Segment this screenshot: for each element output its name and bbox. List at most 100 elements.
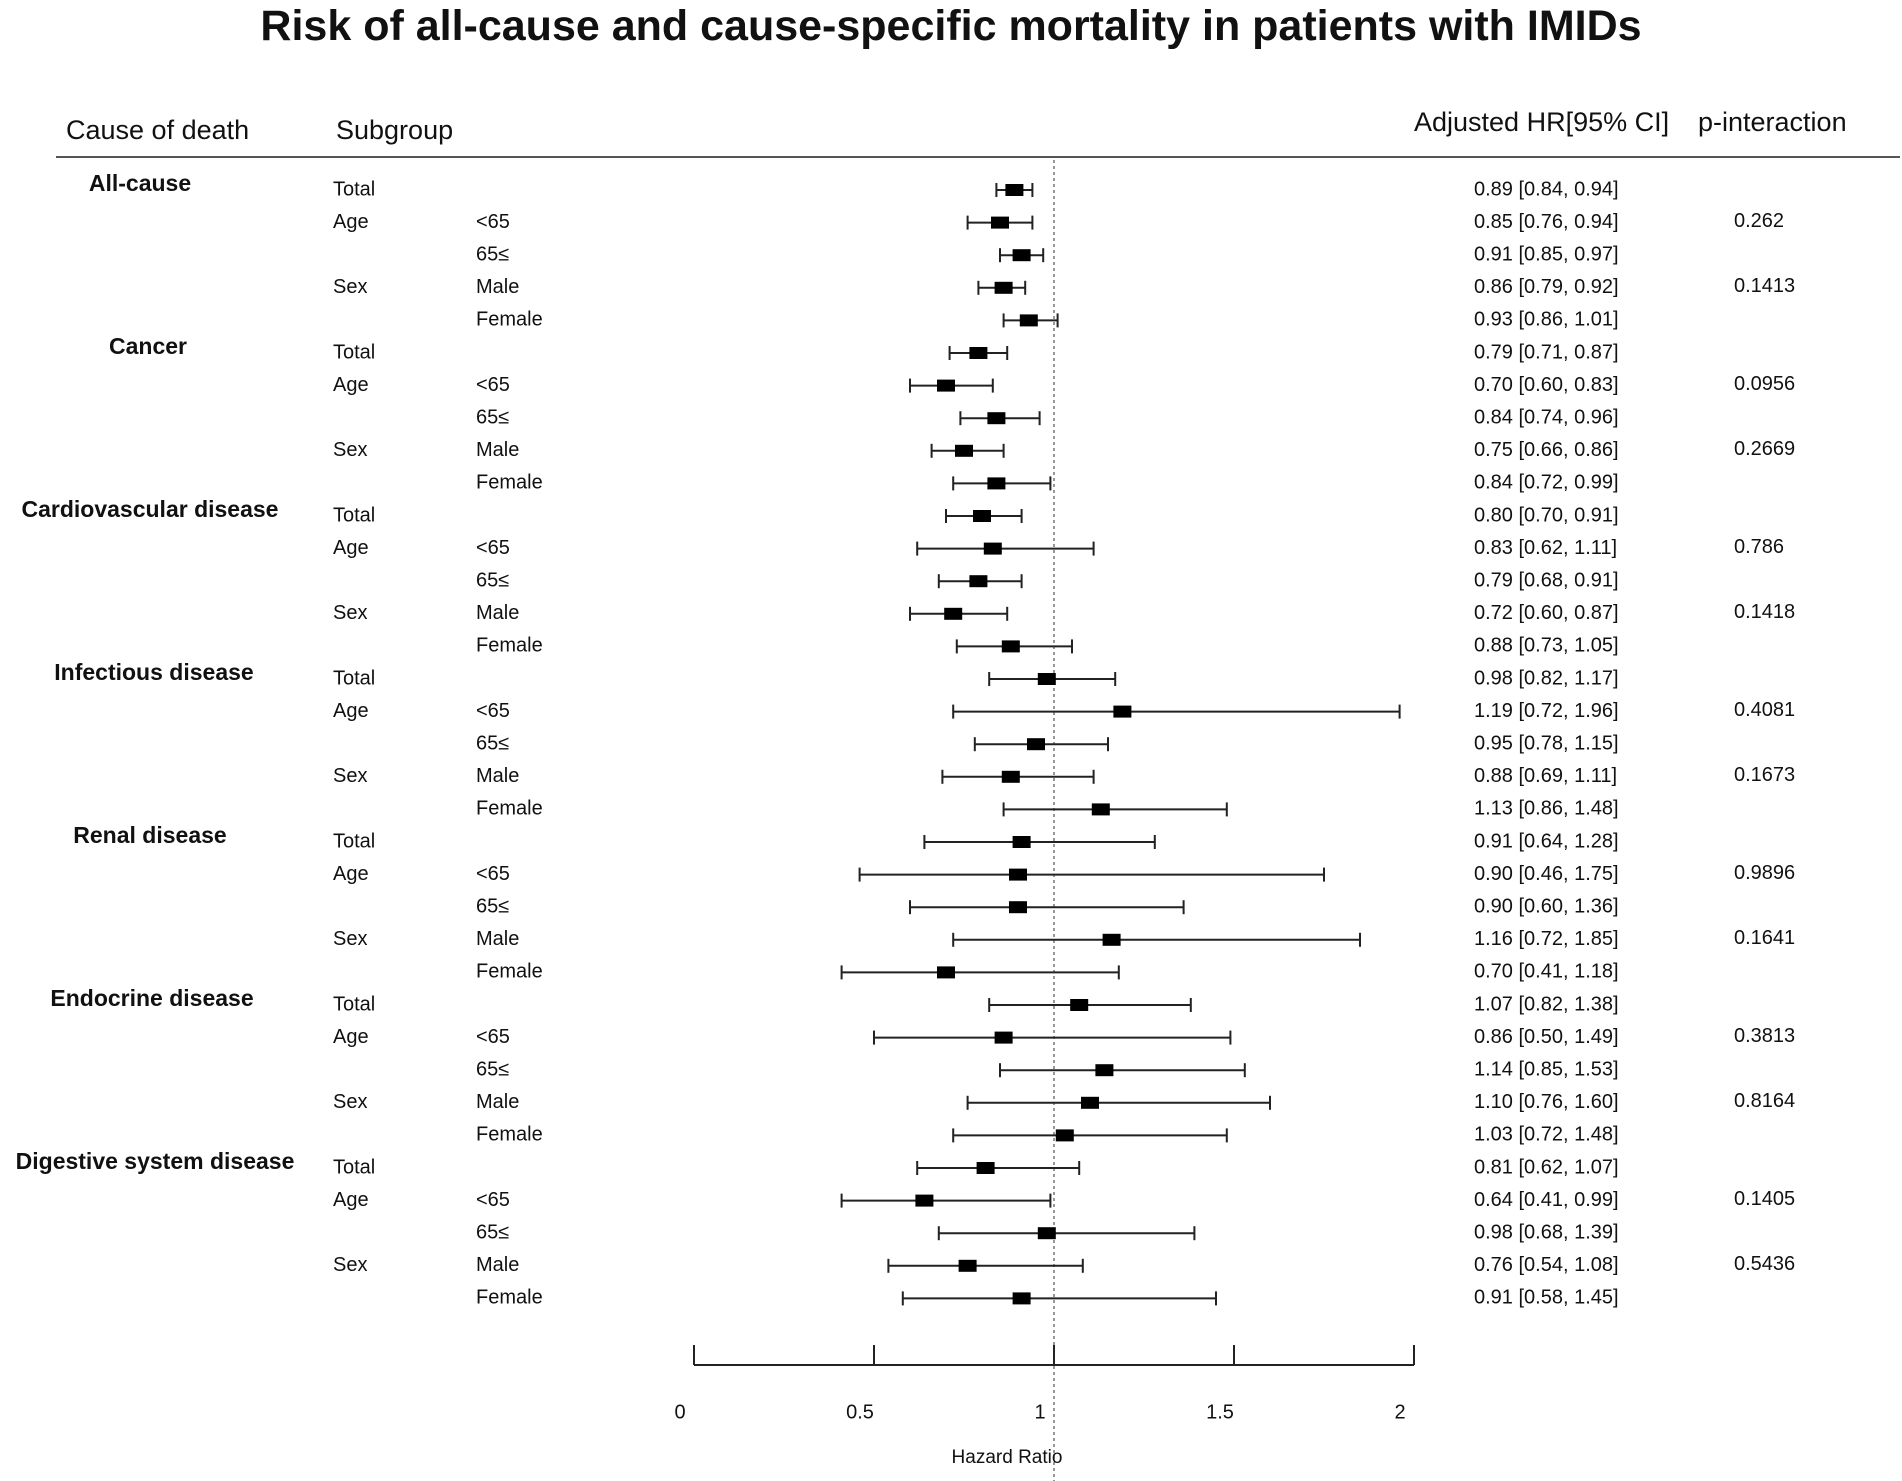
- subgroup-level: Female: [476, 309, 543, 331]
- cause-label: Cancer: [109, 333, 187, 359]
- hr-marker: [937, 966, 955, 979]
- hr-value: 0.88 [0.73, 1.05]: [1474, 635, 1619, 657]
- subgroup-level: Male: [476, 1254, 519, 1276]
- p-interaction-value: 0.1641: [1734, 927, 1795, 949]
- p-interaction-value: 0.1405: [1734, 1188, 1795, 1210]
- hr-value: 0.75 [0.66, 0.86]: [1474, 439, 1619, 461]
- hr-marker: [1019, 314, 1038, 327]
- hr-marker: [969, 575, 988, 588]
- hr-marker: [1037, 673, 1056, 685]
- hr-value: 0.83 [0.62, 1.11]: [1474, 537, 1617, 559]
- hr-value: 0.91 [0.64, 1.28]: [1474, 830, 1619, 852]
- cause-label: Cardiovascular disease: [22, 496, 279, 522]
- subgroup-level: 65≤: [476, 406, 509, 428]
- hr-marker: [1055, 1129, 1074, 1142]
- subgroup-variable: Age: [333, 211, 369, 233]
- subgroup-level: <65: [476, 1189, 510, 1211]
- hr-value: 0.81 [0.62, 1.07]: [1474, 1156, 1619, 1178]
- hr-marker: [1113, 705, 1132, 718]
- hr-marker: [1012, 836, 1031, 848]
- hr-marker: [1095, 1064, 1114, 1077]
- hr-value: 0.89 [0.84, 0.94]: [1474, 178, 1619, 200]
- subgroup-level: Male: [476, 765, 519, 787]
- hr-marker: [1070, 999, 1089, 1011]
- hr-marker: [994, 281, 1013, 294]
- subgroup-variable: Sex: [333, 439, 367, 461]
- hr-marker: [1001, 640, 1020, 653]
- x-tick-label: 0: [674, 1401, 685, 1423]
- hr-value: 0.79 [0.71, 0.87]: [1474, 341, 1619, 363]
- subgroup-level: Male: [476, 1091, 519, 1113]
- hr-value: 0.91 [0.58, 1.45]: [1474, 1287, 1619, 1309]
- subgroup-level: Male: [476, 439, 519, 461]
- hr-marker: [1012, 249, 1031, 262]
- subgroup-variable: Sex: [333, 928, 367, 950]
- x-tick-label: 1: [1034, 1401, 1045, 1423]
- hr-value: 1.14 [0.85, 1.53]: [1474, 1058, 1619, 1080]
- subgroup-level: 65≤: [476, 1221, 509, 1243]
- subgroup-variable: Age: [333, 1189, 369, 1211]
- hr-marker: [937, 379, 955, 392]
- subgroup-variable: Age: [333, 537, 369, 559]
- hr-value: 1.03 [0.72, 1.48]: [1474, 1124, 1619, 1146]
- p-interaction-value: 0.0956: [1734, 373, 1795, 395]
- hr-value: 1.13 [0.86, 1.48]: [1474, 798, 1619, 820]
- hr-marker: [958, 1259, 977, 1272]
- subgroup-variable: Sex: [333, 765, 367, 787]
- hr-marker: [987, 477, 1006, 490]
- p-interaction-value: 0.9896: [1734, 862, 1795, 884]
- hr-value: 0.95 [0.78, 1.15]: [1474, 732, 1619, 754]
- subgroup-level: Female: [476, 1287, 543, 1309]
- hr-marker: [994, 1031, 1013, 1044]
- hr-marker: [991, 216, 1009, 229]
- hr-marker: [976, 1162, 995, 1174]
- subgroup-level: Male: [476, 602, 519, 624]
- hr-marker: [955, 444, 973, 457]
- header-cause-of-death: Cause of death: [66, 115, 250, 145]
- subgroup-level: Female: [476, 1124, 543, 1146]
- p-interaction-value: 0.3813: [1734, 1025, 1795, 1047]
- header-p-interaction: p-interaction: [1698, 107, 1847, 137]
- subgroup-variable: Sex: [333, 602, 367, 624]
- p-interaction-value: 0.8164: [1734, 1090, 1795, 1112]
- hr-value: 0.93 [0.86, 1.01]: [1474, 309, 1619, 331]
- hr-marker: [1009, 868, 1027, 881]
- subgroup-level: 65≤: [476, 895, 509, 917]
- p-interaction-value: 0.786: [1734, 536, 1784, 558]
- subgroup-level: 65≤: [476, 243, 509, 265]
- subgroup-variable: Sex: [333, 276, 367, 298]
- hr-value: 0.98 [0.68, 1.39]: [1474, 1221, 1619, 1243]
- hr-marker: [983, 542, 1002, 555]
- hr-marker: [987, 412, 1006, 425]
- x-tick-label: 1.5: [1206, 1401, 1234, 1423]
- hr-marker: [1012, 1292, 1031, 1305]
- header-adjusted-hr: Adjusted HR[95% CI]: [1414, 107, 1670, 137]
- p-interaction-value: 0.1418: [1734, 601, 1795, 623]
- subgroup-variable: Total: [333, 1156, 375, 1178]
- subgroup-level: <65: [476, 1026, 510, 1048]
- hr-marker: [973, 510, 991, 522]
- hr-marker: [915, 1194, 934, 1207]
- subgroup-level: 65≤: [476, 732, 509, 754]
- hr-value: 0.70 [0.60, 0.83]: [1474, 374, 1619, 396]
- subgroup-level: Female: [476, 961, 543, 983]
- p-interaction-value: 0.4081: [1734, 699, 1795, 721]
- p-interaction-value: 0.2669: [1734, 438, 1795, 460]
- subgroup-level: <65: [476, 537, 510, 559]
- subgroup-variable: Sex: [333, 1091, 367, 1113]
- hr-value: 1.19 [0.72, 1.96]: [1474, 700, 1619, 722]
- hr-value: 0.90 [0.46, 1.75]: [1474, 863, 1619, 885]
- subgroup-variable: Total: [333, 178, 375, 200]
- hr-marker: [1001, 770, 1020, 783]
- subgroup-level: <65: [476, 700, 510, 722]
- p-interaction-value: 0.1413: [1734, 275, 1795, 297]
- subgroup-level: <65: [476, 211, 510, 233]
- subgroup-level: Male: [476, 276, 519, 298]
- chart-title: Risk of all-cause and cause-specific mor…: [260, 2, 1642, 50]
- hr-value: 0.70 [0.41, 1.18]: [1474, 961, 1619, 983]
- hr-value: 0.91 [0.85, 0.97]: [1474, 243, 1619, 265]
- subgroup-variable: Total: [333, 993, 375, 1015]
- hr-value: 0.64 [0.41, 0.99]: [1474, 1189, 1619, 1211]
- hr-marker: [1091, 803, 1110, 816]
